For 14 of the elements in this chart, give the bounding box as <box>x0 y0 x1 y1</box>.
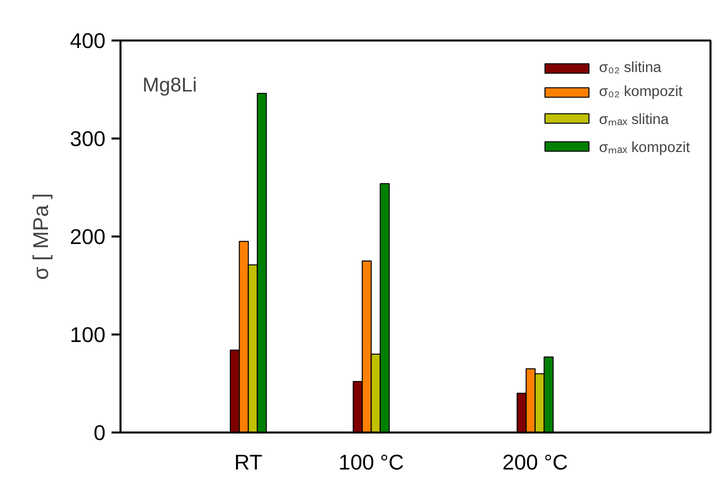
y-tick-label: 100 <box>70 323 106 347</box>
annotation: Mg8Li <box>142 74 197 96</box>
y-tick-label: 200 <box>70 225 106 249</box>
y-tick-label: 0 <box>94 421 106 445</box>
y-tick-label: 300 <box>70 127 106 151</box>
x-tick-label: RT <box>234 450 262 474</box>
x-tick-label: 100 °C <box>338 450 404 474</box>
legend-label: σₘₐₓ slitina <box>598 111 669 128</box>
legend-label: σₘₐₓ kompozit <box>598 139 690 156</box>
legend-label: σ₀₂ slitina <box>598 60 662 76</box>
y-axis-title: σ [ MPa ] <box>28 193 53 280</box>
x-tick-label: 200 °C <box>502 450 568 474</box>
legend-label: σ₀₂ kompozit <box>598 84 683 100</box>
y-tick-label: 400 <box>70 29 106 53</box>
